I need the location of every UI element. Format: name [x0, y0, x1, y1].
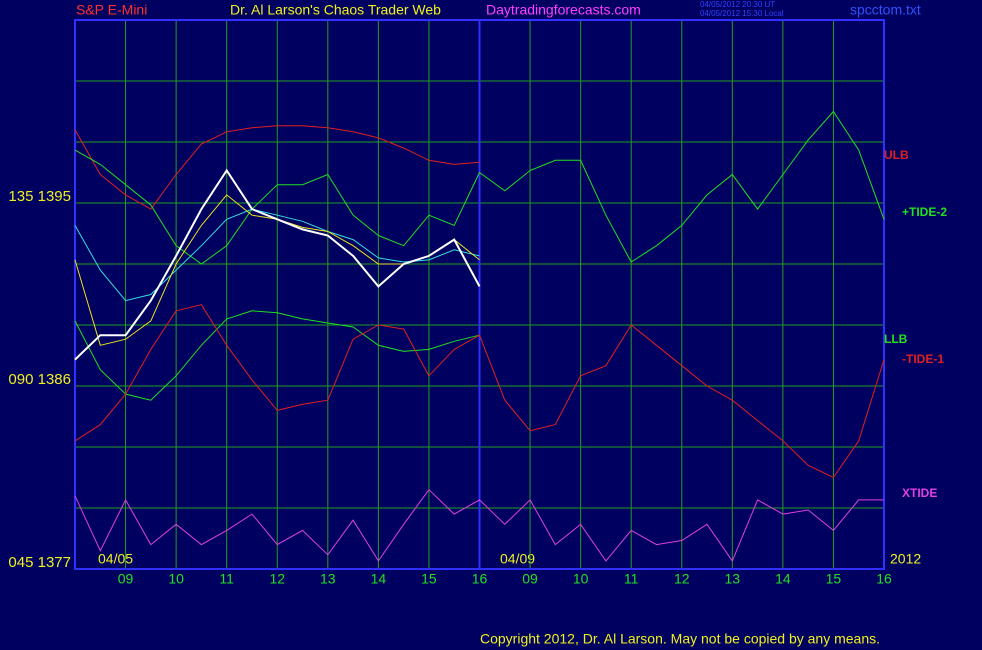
x-tick-label: 11: [219, 571, 234, 587]
x-tick-label: 15: [421, 571, 437, 587]
date-label: 04/05: [98, 551, 133, 567]
legend-label: ULB: [884, 148, 909, 162]
timestamp: 04/05/2012 20:30 UT: [700, 0, 775, 9]
file-name: spcctom.txt: [850, 2, 921, 18]
x-tick-label: 13: [725, 571, 741, 587]
year-label: 2012: [890, 551, 921, 567]
x-tick-label: 10: [573, 571, 589, 587]
x-tick-label: 09: [522, 571, 538, 587]
x-tick-label: 16: [472, 571, 488, 587]
legend-label: -TIDE-1: [902, 352, 944, 366]
legend-label: LLB: [884, 332, 908, 346]
series-line: [74, 304, 885, 479]
y-tick-label: 045 1377: [8, 554, 71, 571]
series-line: [74, 310, 480, 401]
series-line: [74, 110, 885, 265]
plot-border: [74, 19, 885, 570]
x-tick-label: 12: [269, 571, 285, 587]
chart-title: Dr. Al Larson's Chaos Trader Web: [230, 2, 441, 18]
copyright: Copyright 2012, Dr. Al Larson. May not b…: [480, 631, 880, 647]
site: Daytradingforecasts.com: [486, 2, 641, 18]
series-line: [74, 168, 481, 361]
x-tick-label: 14: [775, 571, 791, 587]
series-line: [74, 488, 884, 562]
x-tick-label: 14: [371, 571, 387, 587]
timestamp: 04/05/2012 15:30 Local: [700, 9, 784, 18]
x-tick-label: 16: [876, 571, 892, 587]
x-tick-label: 10: [168, 571, 184, 587]
series-line: [74, 125, 480, 210]
x-tick-label: 09: [118, 571, 134, 587]
x-tick-label: 15: [826, 571, 842, 587]
x-tick-label: 13: [320, 571, 336, 587]
x-tick-label: 11: [624, 571, 639, 587]
legend-label: +TIDE-2: [902, 205, 947, 219]
legend-label: XTIDE: [902, 486, 937, 500]
x-tick-label: 12: [674, 571, 690, 587]
symbol: S&P E-Mini: [76, 2, 147, 18]
date-label: 04/09: [500, 551, 535, 567]
y-tick-label: 090 1386: [8, 371, 71, 388]
y-tick-label: 135 1395: [8, 188, 71, 205]
